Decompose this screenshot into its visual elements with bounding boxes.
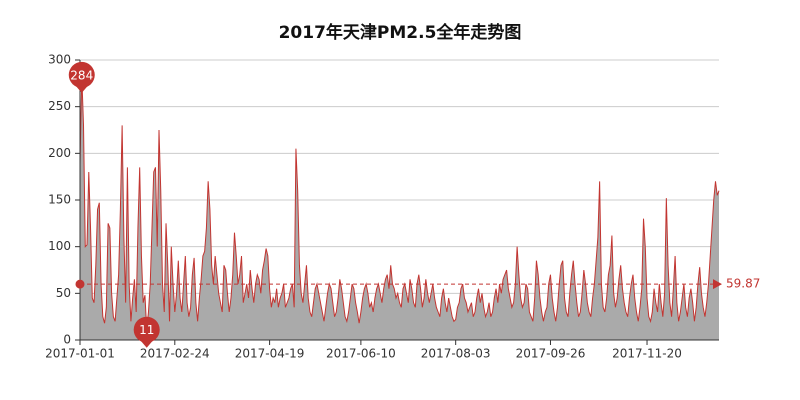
min-pin-label: 11 bbox=[139, 323, 154, 337]
average-label: 59.87 bbox=[726, 277, 760, 291]
area-fill bbox=[80, 74, 719, 341]
max-pin-label: 284 bbox=[70, 68, 93, 82]
y-tick-label: 250 bbox=[48, 99, 71, 113]
min-pin bbox=[133, 316, 160, 343]
x-tick-label: 2017-02-24 bbox=[140, 347, 210, 361]
x-tick-label: 2017-09-26 bbox=[516, 347, 586, 361]
line bbox=[79, 74, 720, 330]
x-tick-label: 2017-11-20 bbox=[612, 347, 682, 361]
y-tick-label: 0 bbox=[63, 333, 71, 347]
average-start bbox=[75, 279, 85, 289]
y-tick-label: 100 bbox=[48, 239, 71, 253]
min-pin bbox=[140, 340, 153, 348]
y-tick-label: 150 bbox=[48, 193, 71, 207]
y-tick-label: 200 bbox=[48, 146, 71, 160]
y-tick-label: 300 bbox=[48, 53, 71, 67]
max-pin bbox=[68, 61, 95, 88]
x-tick-label: 2017-01-01 bbox=[45, 347, 115, 361]
x-tick-label: 2017-04-19 bbox=[235, 347, 305, 361]
y-tick-label: 50 bbox=[56, 286, 71, 300]
max-pin bbox=[75, 85, 88, 93]
x-tick-label: 2017-08-03 bbox=[421, 347, 491, 361]
average-arrow bbox=[713, 279, 722, 290]
x-tick-label: 2017-06-10 bbox=[326, 347, 396, 361]
chart-title: 2017年天津PM2.5全年走势图 bbox=[279, 22, 522, 43]
